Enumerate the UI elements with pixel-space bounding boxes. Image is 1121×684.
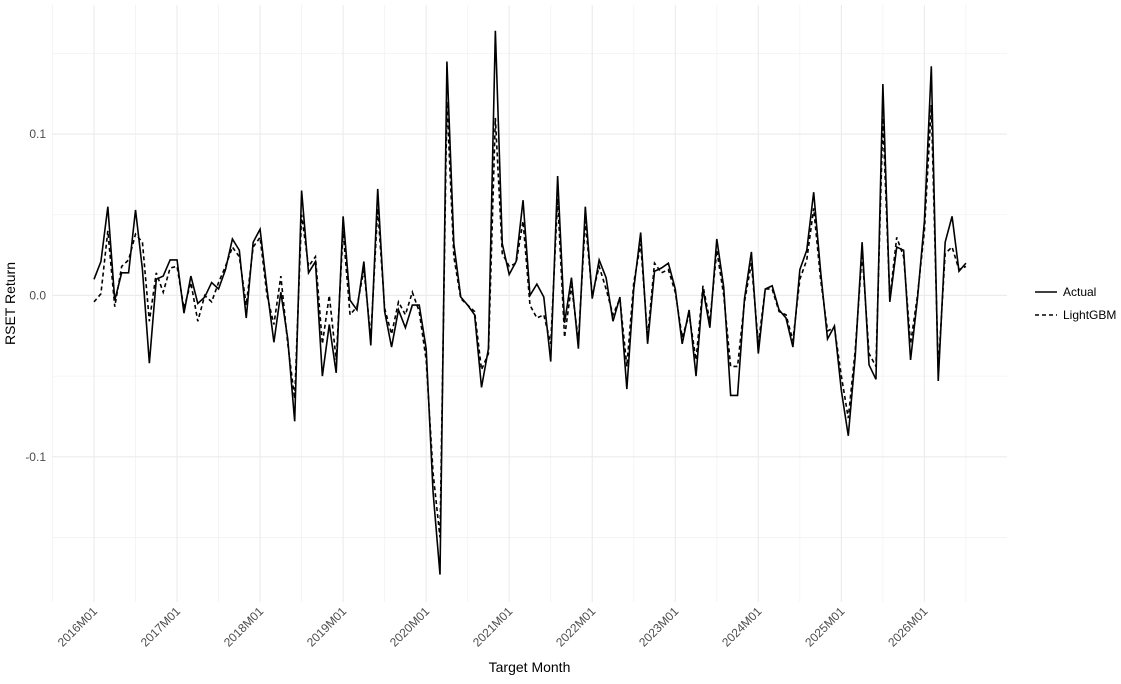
x-tick-label: 2026M01: [885, 604, 931, 650]
x-tick-label: 2017M01: [138, 604, 184, 650]
x-tick-label: 2016M01: [55, 604, 101, 650]
x-tick-label: 2020M01: [387, 604, 433, 650]
x-tick-label: 2024M01: [719, 604, 765, 650]
y-tick-label: 0.1: [29, 127, 46, 141]
x-tick-label: 2018M01: [221, 604, 267, 650]
y-axis-title: RSET Return: [2, 262, 18, 345]
legend-label: Actual: [1063, 285, 1096, 299]
x-tick-label: 2025M01: [802, 604, 848, 650]
series-line: [93, 101, 967, 538]
y-tick-label: 0.0: [29, 288, 46, 302]
legend-label: LightGBM: [1063, 308, 1116, 322]
x-axis-title: Target Month: [489, 659, 571, 675]
y-tick-label: -0.1: [25, 450, 46, 464]
x-tick-label: 2021M01: [470, 604, 516, 650]
x-tick-label: 2019M01: [304, 604, 350, 650]
x-tick-label: 2023M01: [636, 604, 682, 650]
x-tick-label: 2022M01: [553, 604, 599, 650]
